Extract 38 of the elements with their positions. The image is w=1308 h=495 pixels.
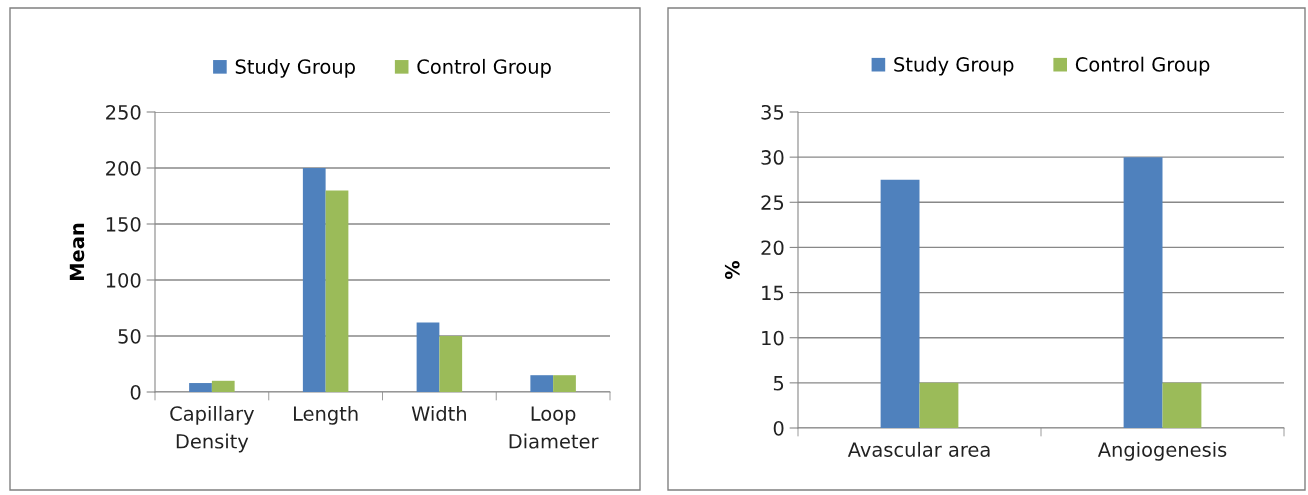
bar — [211, 380, 235, 392]
legend-label: Study Group — [235, 58, 355, 78]
y-tick-label: 100 — [106, 272, 141, 288]
y-tick-label: 10 — [762, 330, 784, 346]
bar — [439, 336, 463, 392]
bar — [302, 168, 326, 392]
y-tick-label: 20 — [761, 240, 784, 256]
y-tick-label: 150 — [106, 216, 141, 232]
x-tick-label: Loop Diameter — [509, 406, 599, 449]
x-tick-label: Avascular area — [847, 441, 990, 457]
bar — [1162, 382, 1202, 428]
bar — [553, 375, 576, 392]
y-tick-label: 30 — [761, 150, 784, 165]
y-tick-label: 25 — [761, 195, 784, 210]
y-tick-label: 50 — [118, 328, 141, 344]
legend-label: Control Group — [417, 58, 551, 78]
bar — [325, 190, 349, 392]
y-axis-title: % — [724, 260, 740, 280]
y-tick-label: 0 — [773, 420, 784, 436]
bar — [880, 179, 920, 428]
x-tick-label: Width — [411, 405, 466, 421]
y-tick-label: 0 — [130, 384, 141, 400]
legend-label: Study Group — [894, 56, 1014, 76]
y-tick-label: 250 — [106, 104, 141, 120]
y-tick-label: 5 — [773, 376, 784, 391]
x-tick-label: Length — [294, 405, 358, 425]
bar — [1123, 157, 1163, 428]
y-axis-title: Mean — [69, 223, 85, 280]
y-tick-label: 15 — [762, 285, 784, 301]
y-tick-label: 35 — [761, 104, 784, 120]
x-tick-label: Capillary Density — [170, 405, 255, 453]
legend-label: Control Group — [1075, 56, 1210, 76]
bar — [416, 322, 440, 392]
y-tick-label: 200 — [106, 160, 141, 176]
bar — [919, 382, 959, 428]
bar — [189, 383, 212, 392]
x-tick-label: Angiogenesis — [1097, 441, 1227, 461]
bar — [530, 375, 554, 392]
